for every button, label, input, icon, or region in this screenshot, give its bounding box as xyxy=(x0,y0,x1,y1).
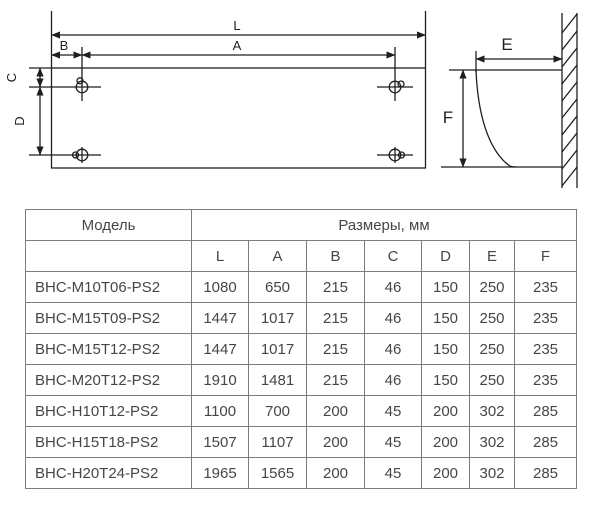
value-cell: 235 xyxy=(514,302,577,334)
value-cell: 250 xyxy=(469,364,515,396)
value-cell: 46 xyxy=(364,364,422,396)
value-cell: 1910 xyxy=(191,364,249,396)
dim-label-B: B xyxy=(60,38,69,53)
value-cell: 250 xyxy=(469,333,515,365)
value-cell: 1507 xyxy=(191,426,249,458)
dim-label-C: C xyxy=(4,73,19,82)
mounting-hole-top-right xyxy=(377,80,413,94)
column-header-A: A xyxy=(248,240,307,272)
mounting-hole-bottom-left xyxy=(71,147,89,163)
value-cell: 200 xyxy=(421,426,470,458)
value-cell: 250 xyxy=(469,271,515,303)
value-cell: 45 xyxy=(364,457,422,489)
column-header-E: E xyxy=(469,240,515,272)
value-cell: 1481 xyxy=(248,364,307,396)
value-cell: 215 xyxy=(306,271,365,303)
table-row: BHC-M10T06-PS2 1080 650 215 46 150 250 235 xyxy=(25,271,577,303)
value-cell: 150 xyxy=(421,271,470,303)
value-cell: 1565 xyxy=(248,457,307,489)
dim-label-D: D xyxy=(12,116,27,125)
model-cell: BHC-M15T12-PS2 xyxy=(25,333,192,365)
value-cell: 215 xyxy=(306,302,365,334)
dimensions-header-cell: Размеры, мм xyxy=(191,209,577,241)
table-header-row-columns: L A B C D E F xyxy=(25,240,577,272)
value-cell: 285 xyxy=(514,457,577,489)
value-cell: 46 xyxy=(364,271,422,303)
column-header-D: D xyxy=(421,240,470,272)
value-cell: 1080 xyxy=(191,271,249,303)
side-profile-curve xyxy=(475,69,517,168)
column-header-F: F xyxy=(514,240,577,272)
table-row: BHC-H10T12-PS2 1100 700 200 45 200 302 285 xyxy=(25,395,577,427)
table-row: BHC-M20T12-PS2 1910 1481 215 46 150 250 235 xyxy=(25,364,577,396)
value-cell: 235 xyxy=(514,364,577,396)
value-cell: 235 xyxy=(514,333,577,365)
value-cell: 700 xyxy=(248,395,307,427)
value-cell: 215 xyxy=(306,333,365,365)
model-cell: BHC-M20T12-PS2 xyxy=(25,364,192,396)
dimensions-table: Модель Размеры, мм L A B C D E F BHC-M10… xyxy=(25,209,577,489)
wall-hatching xyxy=(561,13,578,188)
value-cell: 1017 xyxy=(248,302,307,334)
empty-header-cell xyxy=(25,240,192,272)
value-cell: 285 xyxy=(514,426,577,458)
table-header-row-top: Модель Размеры, мм xyxy=(25,209,577,241)
value-cell: 1447 xyxy=(191,302,249,334)
mounting-hole-bottom-right xyxy=(377,147,413,163)
table-row: BHC-M15T09-PS2 1447 1017 215 46 150 250 235 xyxy=(25,302,577,334)
column-header-L: L xyxy=(191,240,249,272)
column-header-B: B xyxy=(306,240,365,272)
value-cell: 200 xyxy=(306,395,365,427)
value-cell: 200 xyxy=(306,426,365,458)
panel-outline xyxy=(50,67,427,169)
value-cell: 45 xyxy=(364,426,422,458)
mounting-hole-top-left xyxy=(75,77,89,94)
value-cell: 1965 xyxy=(191,457,249,489)
value-cell: 215 xyxy=(306,364,365,396)
value-cell: 46 xyxy=(364,302,422,334)
table-row: BHC-H15T18-PS2 1507 1107 200 45 200 302 285 xyxy=(25,426,577,458)
value-cell: 1107 xyxy=(248,426,307,458)
front-view xyxy=(29,11,427,169)
table-row: BHC-H20T24-PS2 1965 1565 200 45 200 302 285 xyxy=(25,457,577,489)
value-cell: 1100 xyxy=(191,395,249,427)
value-cell: 1447 xyxy=(191,333,249,365)
table-row: BHC-M15T12-PS2 1447 1017 215 46 150 250 235 xyxy=(25,333,577,365)
model-cell: BHC-H20T24-PS2 xyxy=(25,457,192,489)
value-cell: 650 xyxy=(248,271,307,303)
value-cell: 200 xyxy=(421,395,470,427)
model-cell: BHC-H15T18-PS2 xyxy=(25,426,192,458)
value-cell: 250 xyxy=(469,302,515,334)
value-cell: 1017 xyxy=(248,333,307,365)
model-header-cell: Модель xyxy=(25,209,192,241)
dim-label-A: A xyxy=(233,38,242,53)
model-cell: BHC-H10T12-PS2 xyxy=(25,395,192,427)
value-cell: 46 xyxy=(364,333,422,365)
dim-label-E: E xyxy=(501,35,512,54)
value-cell: 200 xyxy=(306,457,365,489)
model-cell: BHC-M15T09-PS2 xyxy=(25,302,192,334)
value-cell: 150 xyxy=(421,302,470,334)
side-view xyxy=(441,13,578,188)
value-cell: 302 xyxy=(469,457,515,489)
table-body: BHC-M10T06-PS2 1080 650 215 46 150 250 235 BHC-M… xyxy=(25,271,577,489)
column-header-C: C xyxy=(364,240,422,272)
value-cell: 150 xyxy=(421,333,470,365)
value-cell: 285 xyxy=(514,395,577,427)
dim-label-F: F xyxy=(443,108,453,127)
dim-label-L: L xyxy=(233,18,240,33)
dimension-drawing: L A B C D xyxy=(0,0,600,205)
dimension-drawing-svg: L A B C D xyxy=(4,11,578,188)
value-cell: 200 xyxy=(421,457,470,489)
model-cell: BHC-M10T06-PS2 xyxy=(25,271,192,303)
value-cell: 235 xyxy=(514,271,577,303)
value-cell: 302 xyxy=(469,395,515,427)
value-cell: 45 xyxy=(364,395,422,427)
value-cell: 302 xyxy=(469,426,515,458)
value-cell: 150 xyxy=(421,364,470,396)
